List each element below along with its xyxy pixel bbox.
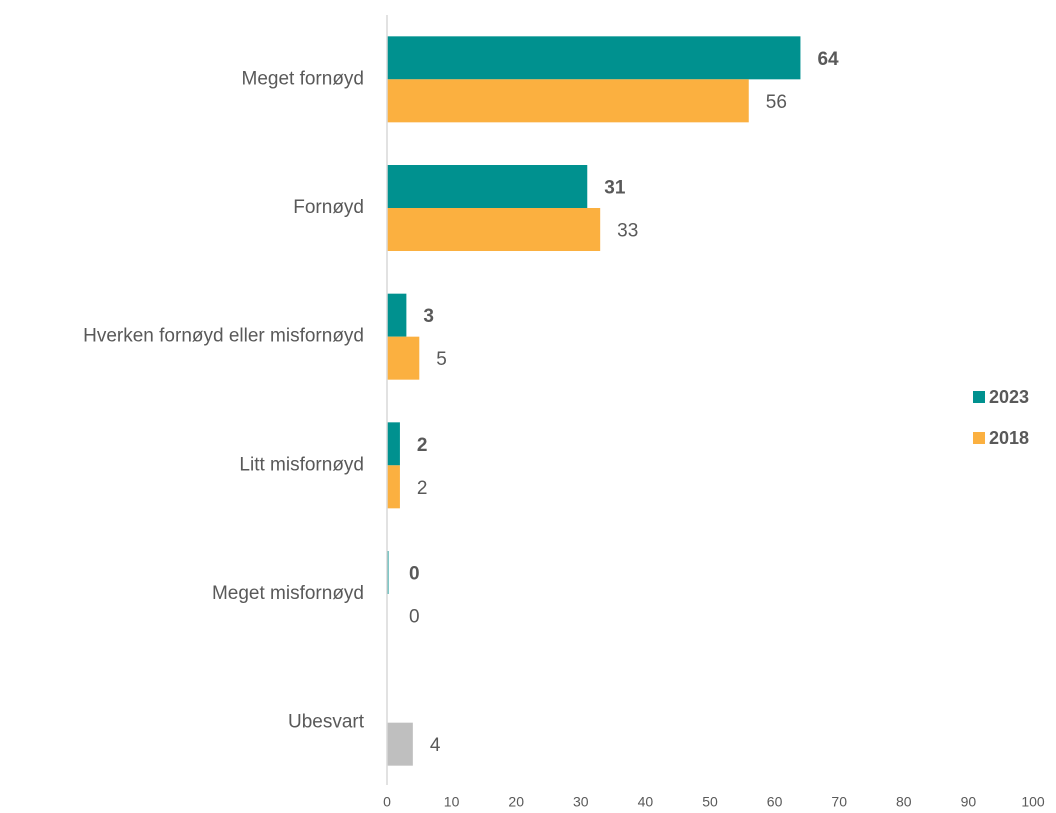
value-label: 64	[817, 49, 839, 70]
y-tick-label: Meget misfornøyd	[212, 583, 364, 604]
legend-label: 2023	[989, 387, 1029, 407]
y-tick-label: Litt misfornøyd	[239, 454, 364, 475]
bar	[387, 165, 588, 208]
x-tick-label: 70	[831, 794, 847, 810]
bar	[387, 422, 400, 466]
value-label: 0	[409, 607, 420, 628]
bar	[387, 36, 801, 80]
bar	[387, 465, 400, 509]
value-label: 3	[423, 306, 434, 327]
bar	[387, 722, 413, 766]
value-label: 2	[417, 435, 428, 456]
x-tick-label: 90	[961, 794, 977, 810]
value-label: 56	[766, 92, 787, 113]
x-tick-label: 30	[573, 794, 589, 810]
y-tick-label: Hverken fornøyd eller misfornøyd	[83, 326, 364, 347]
x-tick-label: 40	[638, 794, 654, 810]
legend-swatch	[973, 432, 985, 444]
legend-label: 2018	[989, 428, 1029, 448]
x-tick-label: 10	[444, 794, 460, 810]
value-label: 31	[604, 178, 626, 199]
bar	[387, 79, 749, 123]
x-tick-label: 80	[896, 794, 912, 810]
x-tick-label: 60	[767, 794, 783, 810]
value-label: 33	[617, 221, 638, 242]
x-tick-label: 100	[1021, 794, 1045, 810]
legend-swatch	[973, 391, 985, 403]
y-tick-label: Fornøyd	[293, 197, 364, 218]
y-tick-label: Meget fornøyd	[242, 68, 365, 89]
bar	[387, 208, 601, 251]
value-label: 2	[417, 478, 428, 499]
y-tick-label: Ubesvart	[288, 712, 365, 733]
value-label: 5	[436, 349, 447, 370]
value-label: 4	[430, 735, 441, 756]
x-tick-label: 50	[702, 794, 718, 810]
bar	[387, 293, 407, 337]
x-tick-label: 0	[383, 794, 391, 810]
bar	[387, 336, 420, 380]
x-tick-label: 20	[508, 794, 524, 810]
value-label: 0	[409, 564, 420, 585]
